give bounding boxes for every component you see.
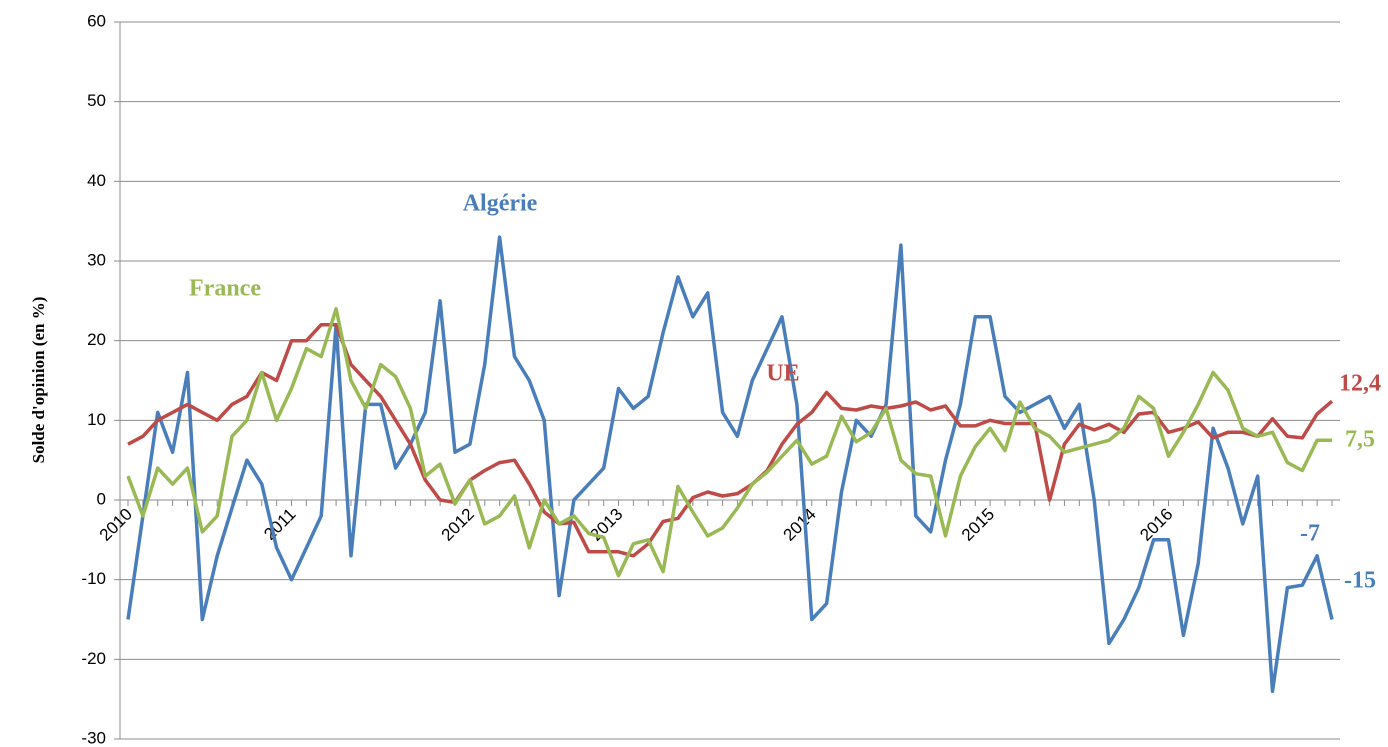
value-annotation: -7 (1300, 521, 1320, 547)
value-annotation: 7,5 (1345, 427, 1375, 453)
y-tick-label: 0 (97, 489, 106, 508)
y-tick-label: 20 (87, 330, 106, 349)
y-tick-label: -30 (81, 728, 106, 747)
x-tick-label: 2012 (438, 505, 478, 545)
x-tick-label: 2013 (586, 505, 626, 545)
y-tick-label: 60 (87, 11, 106, 30)
series-line (126, 235, 1334, 693)
y-tick-label: 50 (87, 91, 106, 110)
y-tick-label: 10 (87, 410, 106, 429)
series-label: France (189, 276, 261, 302)
x-tick-label: 2010 (96, 505, 136, 545)
y-tick-label: -20 (81, 649, 106, 668)
x-tick-label: 2015 (958, 505, 998, 545)
series-line (127, 322, 1334, 558)
x-tick-label: 2011 (260, 505, 299, 544)
value-annotation: 12,4 (1339, 371, 1381, 397)
y-tick-label: 30 (87, 250, 106, 269)
series-line (126, 307, 1332, 578)
y-tick-label: -10 (81, 569, 106, 588)
x-tick-label: 2014 (780, 505, 820, 545)
series-label: Algérie (463, 191, 538, 217)
series-label: UE (766, 361, 799, 387)
value-annotation: -15 (1344, 568, 1376, 594)
y-tick-label: 40 (87, 171, 106, 190)
y-axis-label: Solde d'opinion (en %) (29, 297, 48, 464)
